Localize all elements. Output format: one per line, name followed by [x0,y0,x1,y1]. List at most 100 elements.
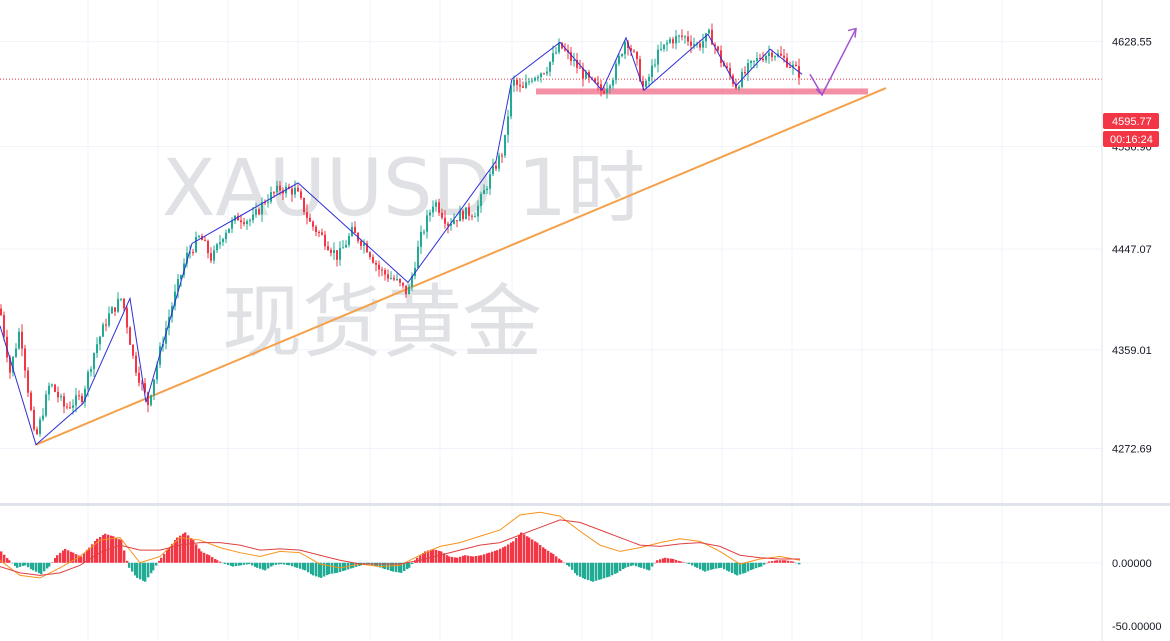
macd-bar [470,556,473,563]
candle-body [438,202,440,213]
macd-bar [616,562,619,573]
candle-body [387,274,389,279]
macd-bar [595,562,598,581]
macd-tick-label: -50.00000 [1112,621,1162,633]
candle-body [432,206,434,213]
macd-bar [96,538,99,563]
candle-body [135,355,137,373]
candle-body [108,313,110,326]
candle-body [72,405,74,408]
forecast-arrow[interactable] [809,27,857,97]
candle-body [57,391,59,398]
support-zone[interactable] [536,88,868,95]
macd-bar [259,562,262,569]
candle-body [645,80,647,87]
macd-bar [190,538,193,563]
zigzag-line[interactable] [0,33,803,446]
macd-bar [454,557,457,563]
candle-body [756,57,758,61]
macd-bar [267,562,270,569]
macd-bar [622,562,625,570]
candle-body [585,72,587,79]
macd-bar [544,548,547,563]
candle-body [576,59,578,68]
candle-body [633,50,635,52]
macd-bar [27,562,30,568]
macd-bar [523,534,526,563]
macd-bar [683,562,686,563]
macd-bar [776,560,779,563]
candle-body [471,215,473,217]
macd-bar [280,562,283,565]
candle-body [726,66,728,68]
macd-bar [432,548,435,563]
macd-bar [752,562,755,570]
trendline[interactable] [35,87,887,446]
candle-body [297,187,299,192]
macd-bar [91,544,94,563]
macd-bar [400,562,403,573]
macd-bar [102,535,105,563]
macd-bar [32,562,35,571]
macd-bar [307,562,310,573]
candle-body [597,82,599,85]
macd-bar [798,562,801,565]
watermark: XAUUSD 1时 现货黄金 [162,144,645,369]
candle-body [711,29,713,45]
macd-bar [107,534,110,563]
macd-bar [283,562,286,565]
macd-bar [662,558,665,563]
macd-bar [560,560,563,563]
candle-body [483,189,485,195]
candle-body [114,307,116,312]
pane-separator[interactable] [0,503,1170,506]
macd-bar [214,558,217,563]
macd-bar [166,550,169,563]
candle-body [156,364,158,380]
candle-body [495,165,497,169]
macd-bar [590,562,593,582]
macd-bar [456,557,459,563]
candle-body [513,79,515,86]
candle-body [753,60,755,62]
candle-body [489,174,491,189]
candle-body [309,217,311,222]
candle-body [3,315,5,337]
candle-body [330,250,332,253]
macd-bar [534,541,537,563]
candle-body [549,61,551,72]
macd-tick-labels: 0.00000 -50.00000 [1112,558,1162,633]
macd-bar [56,555,59,563]
price-tick-label: 4628.55 [1112,37,1152,49]
macd-bar [763,562,766,565]
macd-bar [755,562,758,569]
macd-bar [526,536,529,563]
macd-bar [406,562,409,570]
candle-body [303,197,305,213]
price-pane[interactable] [0,23,1102,446]
macd-bar [718,562,721,569]
macd-bar [251,562,254,566]
candle-body [60,396,62,398]
macd-lines [0,511,801,579]
macd-bar [275,562,278,565]
price-tick-label: 4359.01 [1112,345,1152,357]
macd-bar [320,562,323,578]
macd-bar [176,537,179,563]
macd-bar [294,562,297,568]
macd-bar [502,547,505,563]
macd-bar [478,555,481,563]
macd-bar [707,562,710,571]
macd-bar [38,562,41,574]
macd-pane[interactable] [0,511,801,582]
candle-body [423,231,425,233]
candle-body [252,214,254,221]
macd-bar [448,556,451,563]
macd-bar [382,562,385,569]
macd-bar [467,555,470,563]
candle-body [69,407,71,409]
zigzag-polyline [0,33,803,446]
macd-bar [550,552,553,563]
